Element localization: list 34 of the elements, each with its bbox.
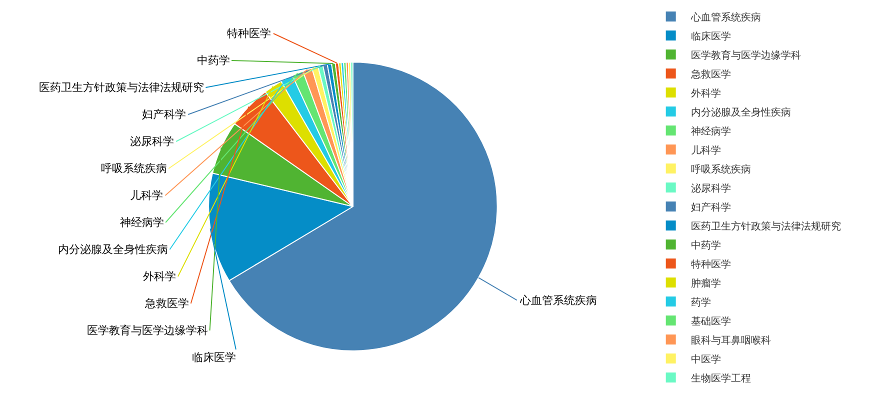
legend-label: 特种医学 — [690, 258, 731, 270]
legend-label: 内分泌腺及全身性疾病 — [690, 106, 791, 118]
legend-label: 肿瘤学 — [690, 277, 721, 290]
data-label: 急救医学 — [144, 297, 189, 310]
legend-label: 中医学 — [690, 353, 721, 366]
legend-label: 心血管系统疾病 — [690, 11, 761, 24]
legend-label: 儿科学 — [690, 144, 721, 156]
data-label: 外科学 — [143, 270, 176, 283]
legend-label: 中药学 — [690, 239, 721, 252]
legend-label: 急救医学 — [690, 68, 731, 80]
data-label: 内分泌腺及全身性疾病 — [58, 243, 168, 256]
data-label: 中药学 — [197, 54, 230, 67]
legend-label: 医药卫生方针政策与法律法规研究 — [690, 220, 841, 232]
legend-label: 临床医学 — [690, 30, 731, 42]
legend-label: 泌尿科学 — [690, 182, 731, 194]
data-label: 泌尿科学 — [130, 135, 174, 148]
data-label: 临床医学 — [192, 351, 236, 364]
data-label: 医药卫生方针政策与法律法规研究 — [39, 81, 204, 94]
legend-label: 妇产科学 — [690, 201, 731, 214]
legend-label: 呼吸系统疾病 — [690, 163, 751, 176]
data-label: 心血管系统疾病 — [519, 294, 597, 307]
legend-label: 医学教育与医学边缘学科 — [690, 49, 801, 62]
legend-label: 外科学 — [690, 87, 721, 100]
data-label: 儿科学 — [130, 189, 163, 202]
data-label: 神经病学 — [120, 216, 164, 229]
data-label: 妇产科学 — [142, 108, 186, 121]
legend-label: 眼科与耳鼻咽喉科 — [690, 334, 771, 346]
legend-label: 基础医学 — [690, 315, 731, 328]
data-label: 特种医学 — [227, 27, 271, 40]
legend-label: 神经病学 — [690, 125, 731, 138]
legend-label: 药学 — [690, 296, 711, 308]
data-label: 医学教育与医学边缘学科 — [87, 324, 208, 337]
data-label: 呼吸系统疾病 — [101, 162, 167, 175]
legend-label: 生物医学工程 — [690, 372, 751, 384]
